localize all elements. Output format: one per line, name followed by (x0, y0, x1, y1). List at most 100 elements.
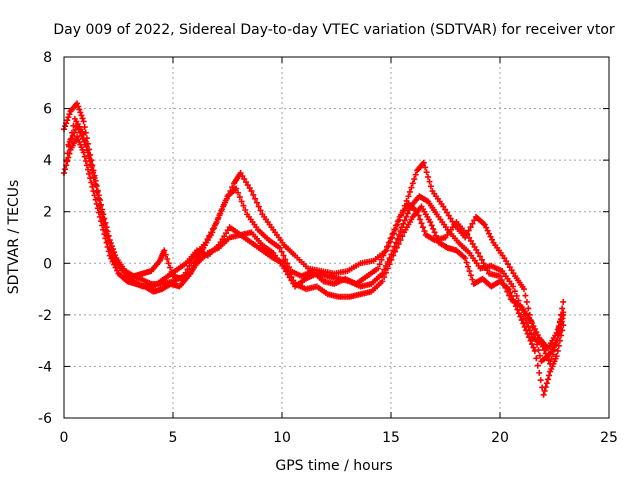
data-point (382, 269, 389, 276)
data-point (393, 239, 400, 246)
data-point (473, 246, 480, 253)
data-point (233, 185, 240, 192)
data-point (243, 179, 250, 186)
x-tick-label: 15 (382, 430, 400, 446)
data-point (466, 268, 473, 275)
data-point (412, 171, 419, 178)
data-point (281, 265, 288, 272)
data-point (504, 261, 511, 268)
data-point (443, 209, 450, 216)
data-point (415, 212, 422, 219)
data-point (403, 213, 410, 220)
data-point (528, 320, 535, 327)
data-point (517, 313, 524, 320)
data-point (88, 179, 95, 186)
data-point (463, 259, 470, 266)
data-point (427, 219, 434, 226)
data-point (76, 129, 83, 136)
data-point (544, 353, 551, 360)
data-point (79, 115, 86, 122)
data-point (90, 169, 97, 176)
data-point (237, 170, 244, 177)
data-point (77, 109, 84, 116)
data-point (288, 277, 295, 284)
data-point (527, 317, 534, 324)
y-tick-label: 2 (43, 205, 52, 221)
data-point (542, 384, 549, 391)
data-point (546, 372, 553, 379)
data-point (385, 239, 392, 246)
grid (64, 57, 609, 418)
data-point (506, 264, 513, 271)
data-point (81, 124, 88, 131)
data-point (515, 310, 522, 317)
data-point (208, 229, 215, 236)
data-point (403, 197, 410, 204)
data-point (64, 158, 71, 165)
data-point (220, 201, 227, 208)
data-point (525, 323, 532, 330)
data-point (255, 203, 262, 210)
data-point (426, 178, 433, 185)
data-point (221, 233, 228, 240)
data-point (430, 225, 437, 232)
data-point (497, 273, 503, 280)
data-point (531, 326, 538, 333)
data-point (246, 185, 253, 192)
data-point (68, 135, 75, 142)
data-point (539, 343, 546, 350)
x-tick-label: 0 (60, 430, 69, 446)
data-point (522, 315, 529, 322)
data-point (401, 217, 408, 224)
data-point (380, 252, 387, 259)
data-point (78, 132, 85, 139)
data-point (484, 227, 491, 234)
data-point (374, 265, 381, 272)
data-point (224, 227, 231, 234)
data-point (384, 243, 391, 250)
data-point (540, 391, 547, 398)
data-point (547, 360, 554, 367)
data-point (94, 188, 101, 195)
data-point (390, 247, 397, 254)
data-point (467, 272, 474, 279)
data-point (379, 278, 386, 285)
data-point (93, 200, 100, 207)
data-point (162, 251, 169, 258)
data-point (211, 222, 218, 229)
data-point (409, 180, 416, 187)
data-point (84, 147, 91, 154)
data-point (204, 236, 211, 243)
data-point (477, 253, 484, 260)
data-point (164, 255, 171, 262)
data-point (475, 249, 482, 256)
data-point (393, 222, 400, 229)
data-point (530, 323, 537, 330)
data-point (76, 106, 83, 113)
data-point (62, 166, 69, 173)
data-point (522, 292, 529, 299)
data-point (378, 256, 385, 263)
data-point (85, 152, 92, 159)
data-point (397, 228, 404, 235)
data-point (215, 214, 222, 221)
data-point (406, 206, 413, 213)
data-point (523, 298, 530, 305)
data-point (384, 258, 391, 265)
data-point (78, 112, 85, 119)
data-point (253, 199, 260, 206)
data-point (240, 202, 247, 209)
data-point (555, 342, 562, 349)
data-point (81, 138, 88, 145)
data-point (425, 173, 432, 180)
data-point (405, 193, 412, 200)
data-point (518, 317, 525, 324)
data-point (501, 255, 508, 262)
data-point (386, 255, 393, 262)
data-point (70, 122, 77, 129)
data-point (244, 182, 251, 189)
data-point (104, 233, 111, 240)
data-point (282, 256, 289, 263)
data-point (419, 224, 426, 231)
